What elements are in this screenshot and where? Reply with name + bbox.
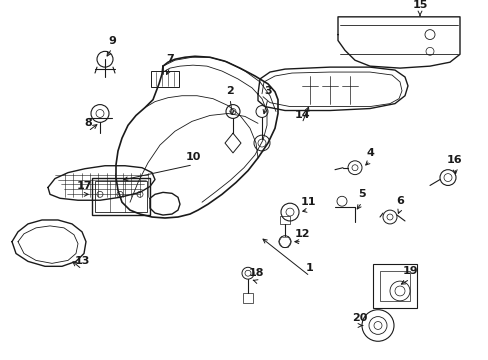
Bar [379,271,409,301]
Text: 8: 8 [84,118,92,128]
Text: 12: 12 [294,229,309,239]
Text: 7: 7 [166,54,174,64]
Text: 3: 3 [264,86,271,96]
Text: 18: 18 [248,268,263,278]
Bar [151,71,179,87]
Text: 6: 6 [395,196,403,206]
Bar [95,180,147,212]
Text: 11: 11 [300,197,315,207]
Text: 9: 9 [108,36,116,45]
Text: 5: 5 [357,189,365,199]
Text: 19: 19 [401,266,417,276]
Bar [92,177,150,215]
Text: 13: 13 [74,256,89,266]
Text: 14: 14 [294,111,309,121]
Text: 10: 10 [185,152,200,162]
Text: 2: 2 [225,86,233,96]
Text: 15: 15 [411,0,427,10]
Bar [280,216,289,224]
Text: 17: 17 [76,181,92,192]
Text: 16: 16 [446,155,462,165]
Bar [372,264,416,308]
Text: 4: 4 [366,148,373,158]
Text: 1: 1 [305,263,313,273]
Bar [243,293,252,303]
Text: 20: 20 [351,312,367,323]
